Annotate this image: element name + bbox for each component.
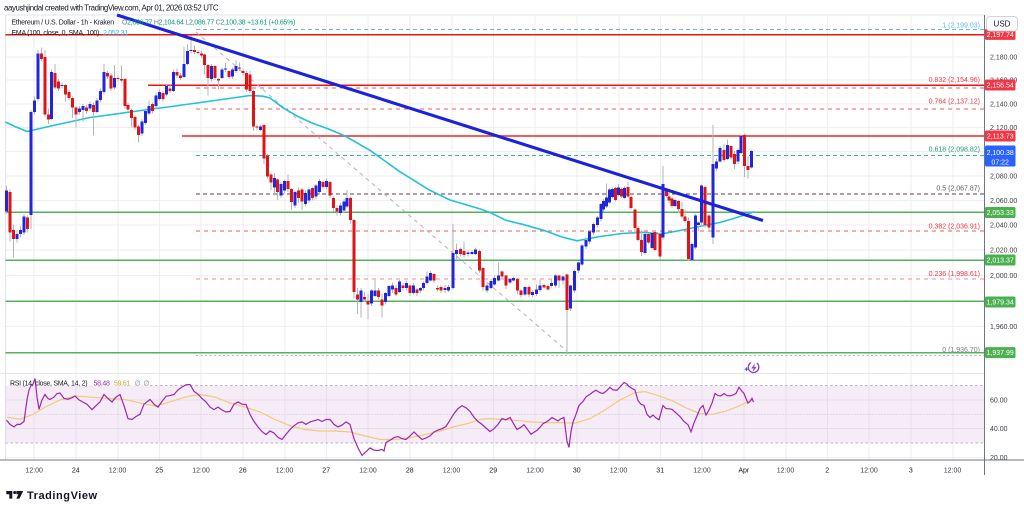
svg-text:12:00: 12:00 [276,468,294,475]
svg-text:2,052.31: 2,052.31 [103,30,128,37]
svg-text:07:22: 07:22 [991,160,1009,167]
svg-text:1 (2,199.03): 1 (2,199.03) [942,23,980,30]
svg-text:2,100.38: 2,100.38 [987,150,1014,157]
svg-text:TradingView: TradingView [27,490,98,502]
svg-text:2,080.00: 2,080.00 [990,173,1017,180]
svg-text:0.618 (2,098.82): 0.618 (2,098.82) [929,147,980,154]
svg-text:1,937.99: 1,937.99 [987,350,1014,357]
svg-text:1,979.34: 1,979.34 [987,300,1014,307]
svg-text:58.48: 58.48 [94,381,111,388]
svg-text:20.00: 20.00 [990,455,1008,462]
svg-text:59.61: 59.61 [114,381,131,388]
svg-text:2,197.74: 2,197.74 [987,32,1014,39]
svg-text:31: 31 [656,468,664,475]
svg-text:0.764 (2,137.12): 0.764 (2,137.12) [929,99,980,106]
svg-text:12:00: 12:00 [526,468,544,475]
svg-text:aayushjindal created with Trad: aayushjindal created with TradingView.co… [4,4,219,13]
svg-text:60.00: 60.00 [990,397,1008,404]
svg-text:12:00: 12:00 [860,468,878,475]
svg-text:RSI (14, close, SMA, 14, 2): RSI (14, close, SMA, 14, 2) [10,381,87,388]
svg-text:0.832 (2,154.96): 0.832 (2,154.96) [929,77,980,84]
svg-text:3: 3 [909,468,913,475]
svg-text:26: 26 [239,468,247,475]
svg-text:O2,086.77 H2,104.64 L2,086.77: O2,086.77 H2,104.64 L2,086.77 C2,100.38 … [122,20,295,27]
svg-text:40.00: 40.00 [990,426,1008,433]
svg-text:25: 25 [155,468,163,475]
svg-text:1,960.00: 1,960.00 [990,324,1017,331]
svg-text:24: 24 [72,468,80,475]
svg-text:2,180.00: 2,180.00 [990,54,1017,61]
svg-text:12:00: 12:00 [693,468,711,475]
svg-text:Ethereum / U.S. Dollar - 1h -: Ethereum / U.S. Dollar - 1h - Kraken [12,20,115,27]
svg-text:12:00: 12:00 [192,468,210,475]
svg-text:2: 2 [825,468,829,475]
svg-text:12:00: 12:00 [359,468,377,475]
svg-text:28: 28 [406,468,414,475]
svg-text:0.5 (2,067.87): 0.5 (2,067.87) [936,186,980,193]
svg-text:2,040.00: 2,040.00 [990,223,1017,230]
svg-text:30: 30 [573,468,581,475]
svg-text:29: 29 [489,468,497,475]
svg-text:27: 27 [322,468,330,475]
svg-text:12:00: 12:00 [610,468,628,475]
svg-text:Apr: Apr [738,468,750,475]
svg-text:12:00: 12:00 [944,468,962,475]
svg-text:∅: ∅ [144,381,150,388]
svg-text:12:00: 12:00 [777,468,795,475]
svg-text:12:00: 12:00 [109,468,127,475]
svg-text:2,060.00: 2,060.00 [990,198,1017,205]
svg-text:12:00: 12:00 [443,468,461,475]
svg-text:0.382 (2,036.91): 0.382 (2,036.91) [929,223,980,230]
svg-text:2,020.00: 2,020.00 [990,248,1017,255]
svg-text:2,113.73: 2,113.73 [987,134,1014,141]
svg-text:12:00: 12:00 [25,468,43,475]
svg-text:∅: ∅ [135,381,141,388]
svg-text:USD: USD [994,20,1011,29]
svg-text:2,120.00: 2,120.00 [990,125,1017,132]
svg-text:2,156.54: 2,156.54 [987,83,1014,90]
svg-text:2,013.37: 2,013.37 [987,258,1014,265]
svg-text:2,140.00: 2,140.00 [990,101,1017,108]
svg-text:2,000.00: 2,000.00 [990,273,1017,280]
svg-text:0 (1,936.70): 0 (1,936.70) [942,347,980,354]
svg-text:0.236 (1,998.61): 0.236 (1,998.61) [929,271,980,278]
svg-text:EMA (100, close, 0, SMA, 100): EMA (100, close, 0, SMA, 100) [12,30,100,37]
svg-text:2,053.33: 2,053.33 [987,210,1014,217]
